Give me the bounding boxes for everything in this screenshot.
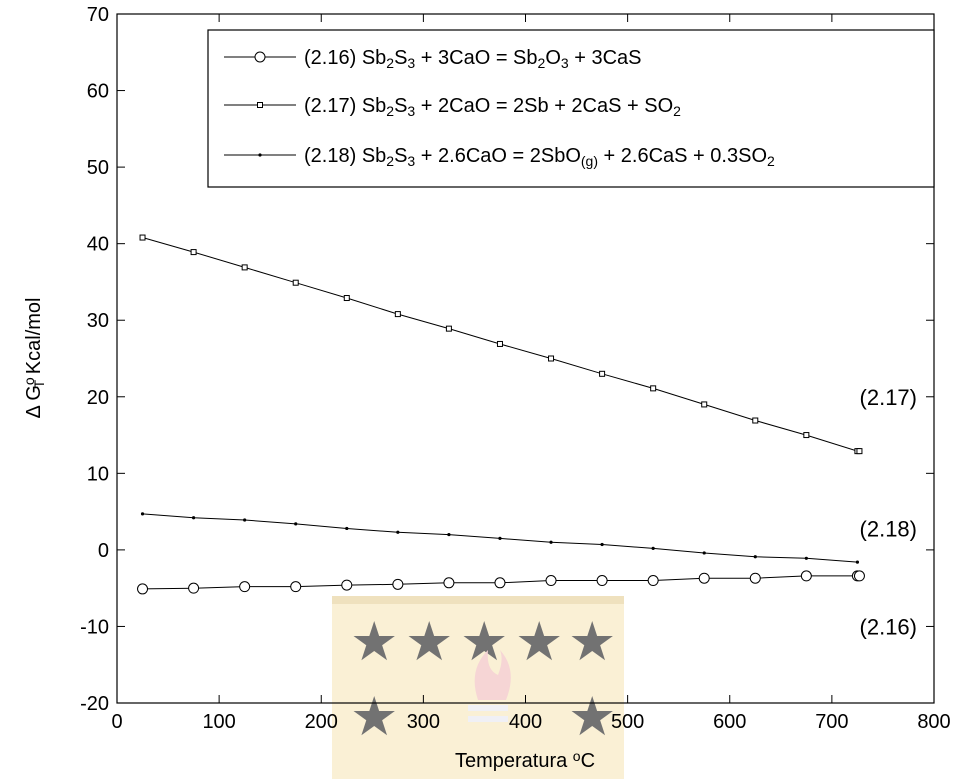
y-tick-label: 30 [87,310,109,332]
data-point [698,572,710,584]
series-3 [140,512,860,564]
data-point [239,581,251,593]
legend-label: (2.16) Sb2S3 + 3CaO = Sb2O3 + 3CaS [304,47,642,71]
data-point [191,516,196,520]
data-point [701,401,708,408]
x-tick-label: 500 [611,711,644,733]
x-tick-label: 100 [202,711,235,733]
series-2 [139,234,863,455]
legend-marker [254,51,266,63]
data-point [445,325,452,332]
y-tick-label: 60 [87,81,109,103]
data-point [290,581,302,593]
data-point [651,546,655,550]
data-point [139,234,146,241]
svg-text:★: ★ [568,612,616,672]
legend-marker [257,102,263,108]
legend-entry: (2.16) Sb2S3 + 3CaO = Sb2O3 + 3CaS [224,47,642,71]
data-point [190,249,197,256]
data-point [647,575,659,587]
series-end-label: (2.16) [860,614,917,639]
data-point [749,572,761,584]
y-tick-label: 70 [87,4,109,26]
data-point [396,530,400,534]
series-line [142,237,860,452]
data-point [856,448,863,455]
data-point [800,570,812,582]
x-tick-label: 400 [509,711,542,733]
data-point [600,542,604,547]
x-tick-label: 600 [713,711,746,733]
data-point [392,578,404,590]
x-tick-label: 200 [305,711,338,733]
legend-number: (2.16) [304,47,362,69]
y-tick-label: -10 [80,616,109,638]
axes: 0 100 200 300 400 500 600 700 800 -20 -10 0 10 20 30 40… [21,4,951,772]
legend-number: (2.18) [304,145,362,167]
data-point [394,311,401,318]
svg-text:★: ★ [350,612,398,672]
data-point [294,522,298,526]
legend: (2.16) Sb2S3 + 3CaO = Sb2O3 + 3CaS (2.17)… [207,29,935,188]
data-point [292,279,299,286]
legend-number: (2.17) [304,95,362,117]
legend-label: (2.18) Sb2S3 + 2.6CaO = 2SbO(g) + 2.6CaS… [304,145,775,169]
end-labels: (2.16) (2.17) (2.18) [860,385,917,640]
y-tick-label: 40 [87,234,109,256]
x-axis-title: Temperatura oC [455,748,595,772]
y-tick-label: -20 [80,693,109,715]
data-point [341,579,353,591]
svg-text:★: ★ [515,612,563,672]
data-point [596,575,608,587]
data-point [498,536,502,541]
legend-entry: (2.18) Sb2S3 + 2.6CaO = 2SbO(g) + 2.6CaS… [224,145,775,169]
x-tick-label: 0 [111,711,122,733]
data-point [243,518,247,522]
data-point [853,570,865,582]
series-end-label: (2.17) [860,385,917,410]
data-point [752,417,759,424]
y-tick-label: 10 [87,463,109,485]
data-point [753,555,757,559]
data-point [345,526,349,531]
university-seal-watermark: ★ ★ ★ ★ ★ ★ ★ [332,596,624,779]
data-point [494,577,506,589]
data-point [855,560,860,564]
y-tick-label: 0 [98,540,109,562]
series-1 [137,570,865,595]
series-line [142,575,860,590]
x-tick-label: 800 [917,711,950,733]
data-point [804,556,808,560]
y-axis-title: Δ GoT Kcal/mol [21,298,47,419]
x-tick-label: 300 [407,711,440,733]
y-tick-label: 50 [87,157,109,179]
data-point [137,583,149,595]
data-point [447,532,451,537]
data-point [702,551,706,555]
data-point [549,540,553,544]
svg-text:★: ★ [568,687,616,747]
svg-text:★: ★ [350,687,398,747]
x-tick-label: 700 [815,711,848,733]
data-point [343,295,350,302]
series-layer [137,234,865,595]
data-point [599,370,606,377]
legend-label: (2.17) Sb2S3 + 2CaO = 2Sb + 2CaS + SO2 [304,95,681,119]
series-end-label: (2.18) [860,516,917,541]
data-point [241,264,248,271]
legend-entry: (2.17) Sb2S3 + 2CaO = 2Sb + 2CaS + SO2 [224,95,681,119]
data-point [803,432,810,439]
svg-text:★: ★ [405,612,453,672]
data-point [548,355,555,362]
legend-box [207,29,935,188]
legend-marker [258,153,262,157]
data-point [650,385,657,392]
data-point [545,575,557,587]
data-point [496,340,503,347]
y-tick-label: 20 [87,387,109,409]
data-point [443,577,455,589]
data-point [140,512,145,516]
data-point [188,582,200,594]
